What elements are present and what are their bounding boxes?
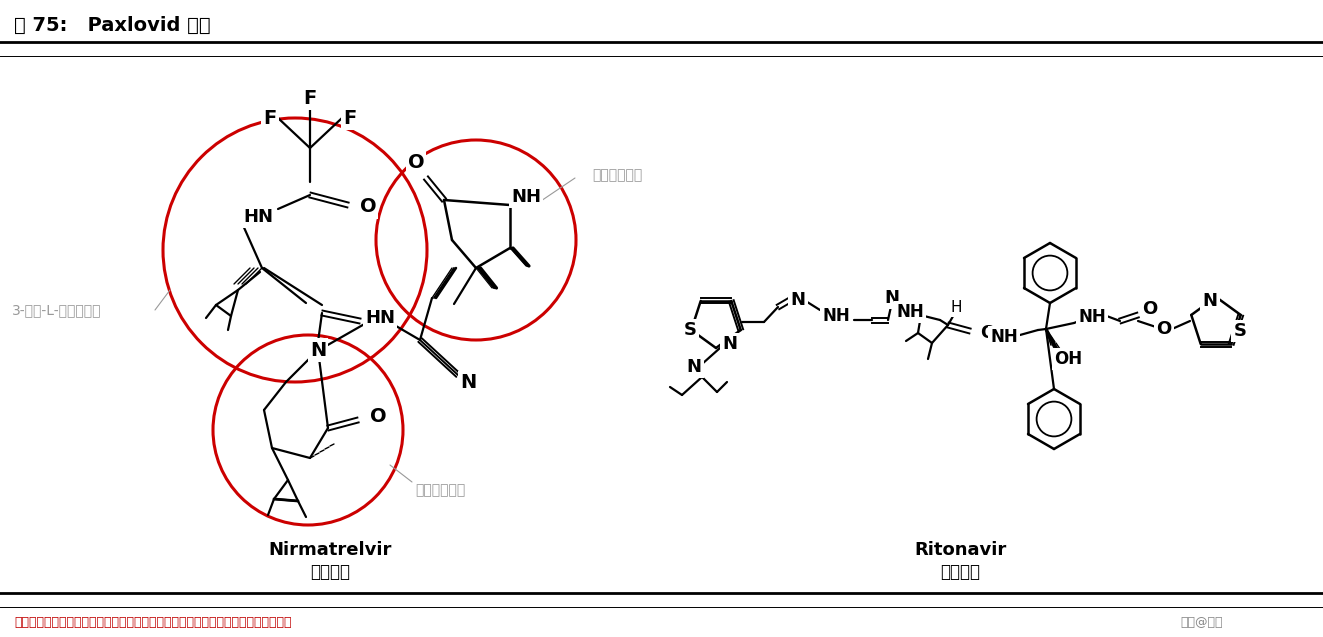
- Text: 内酰胺环片段: 内酰胺环片段: [591, 168, 642, 182]
- Text: F: F: [344, 108, 357, 127]
- Text: S: S: [1233, 322, 1246, 340]
- Text: N: N: [310, 341, 327, 359]
- Text: N: N: [722, 335, 737, 353]
- Text: NH: NH: [896, 303, 923, 321]
- Text: HN: HN: [243, 208, 273, 226]
- Text: O: O: [407, 152, 425, 171]
- Text: Ritonavir: Ritonavir: [914, 541, 1005, 559]
- Text: F: F: [263, 108, 277, 127]
- Text: 图 75:   Paxlovid 结构: 图 75: Paxlovid 结构: [15, 15, 210, 34]
- Text: N: N: [460, 373, 476, 392]
- Text: NH: NH: [990, 328, 1017, 346]
- Text: 头条@管昱: 头条@管昱: [1180, 615, 1222, 629]
- Text: 3-甲基-L-缬氨酸片段: 3-甲基-L-缬氨酸片段: [12, 303, 102, 317]
- Text: 氮杂双环片段: 氮杂双环片段: [415, 483, 466, 497]
- Text: NH: NH: [1078, 308, 1106, 326]
- Text: NH: NH: [822, 307, 849, 325]
- Text: O: O: [360, 197, 376, 217]
- Text: Nirmatrelvir: Nirmatrelvir: [269, 541, 392, 559]
- Text: N: N: [687, 358, 701, 376]
- Text: O: O: [1156, 320, 1172, 338]
- Text: HN: HN: [365, 309, 396, 327]
- Text: N: N: [885, 289, 900, 307]
- Text: 利托那韦: 利托那韦: [941, 563, 980, 581]
- Text: O: O: [1142, 300, 1158, 318]
- Text: F: F: [303, 89, 316, 108]
- Text: S: S: [684, 321, 696, 339]
- Text: O: O: [980, 324, 996, 342]
- Text: O: O: [369, 406, 386, 426]
- Text: N: N: [1203, 292, 1217, 310]
- Text: N: N: [791, 291, 806, 309]
- Text: H: H: [950, 299, 962, 315]
- Text: OH: OH: [1054, 350, 1082, 368]
- Text: 奈玛特韦: 奈玛特韦: [310, 563, 351, 581]
- Text: 数据来源：《口服小分子抗新冠药物莫努匹韦和帕罗韦德合成路线综述》，东北证券: 数据来源：《口服小分子抗新冠药物莫努匹韦和帕罗韦德合成路线综述》，东北证券: [15, 615, 291, 629]
- Text: NH: NH: [511, 188, 541, 206]
- Text: O: O: [372, 313, 389, 333]
